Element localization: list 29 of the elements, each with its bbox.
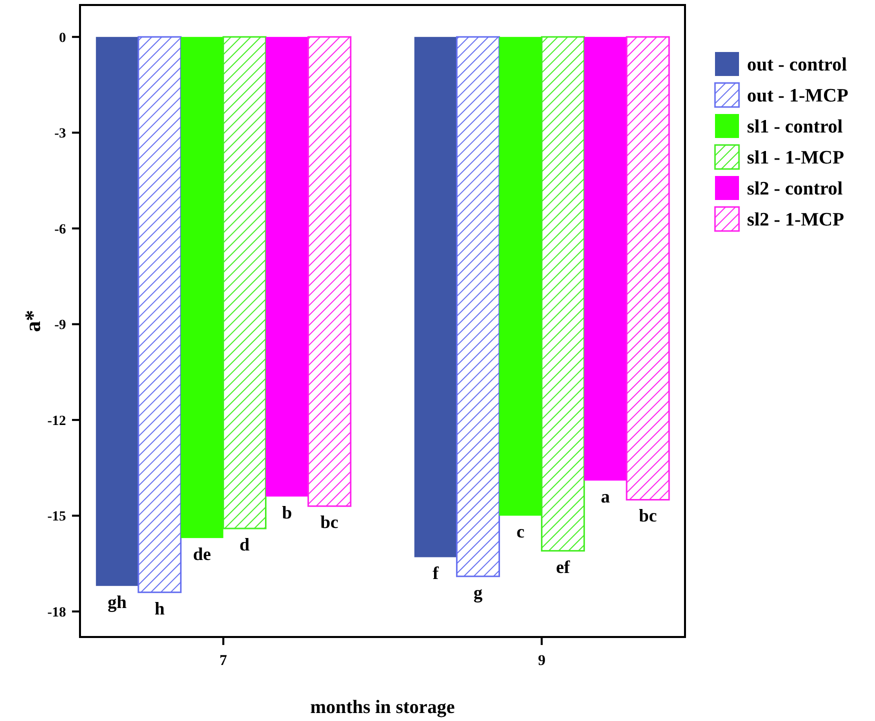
data-label: ef (556, 556, 571, 577)
y-tick-label: -3 (54, 126, 66, 142)
data-label: b (282, 502, 292, 523)
data-label: de (193, 544, 212, 564)
legend-label: sl1 - control (747, 116, 843, 138)
legend-label: sl2 - 1-MCP (747, 210, 844, 231)
data-label: bc (638, 506, 657, 526)
data-label: gh (108, 592, 127, 612)
legend-label: sl2 - control (747, 178, 843, 200)
x-tick-label: 9 (538, 653, 546, 669)
y-tick-label: -15 (47, 510, 66, 525)
data-label: h (154, 598, 165, 618)
x-axis-title: months in storage (310, 697, 455, 718)
data-label: c (516, 522, 524, 542)
data-label: f (432, 563, 440, 584)
y-tick-label: -12 (47, 414, 66, 429)
y-tick-label: -18 (47, 605, 66, 620)
data-label: bc (320, 512, 338, 532)
x-tick-label: 7 (220, 653, 228, 669)
y-tick-label: -6 (54, 222, 66, 238)
data-label: a (600, 486, 610, 507)
data-label: g (474, 582, 483, 602)
y-tick-label: 0 (59, 30, 66, 46)
y-tick-label: -9 (54, 318, 66, 334)
legend-label: out - control (747, 54, 847, 76)
data-label: d (240, 534, 250, 554)
legend-label: out - 1-MCP (747, 86, 849, 107)
legend-label: sl1 - 1-MCP (747, 148, 844, 169)
y-axis-title: a* (20, 310, 45, 332)
